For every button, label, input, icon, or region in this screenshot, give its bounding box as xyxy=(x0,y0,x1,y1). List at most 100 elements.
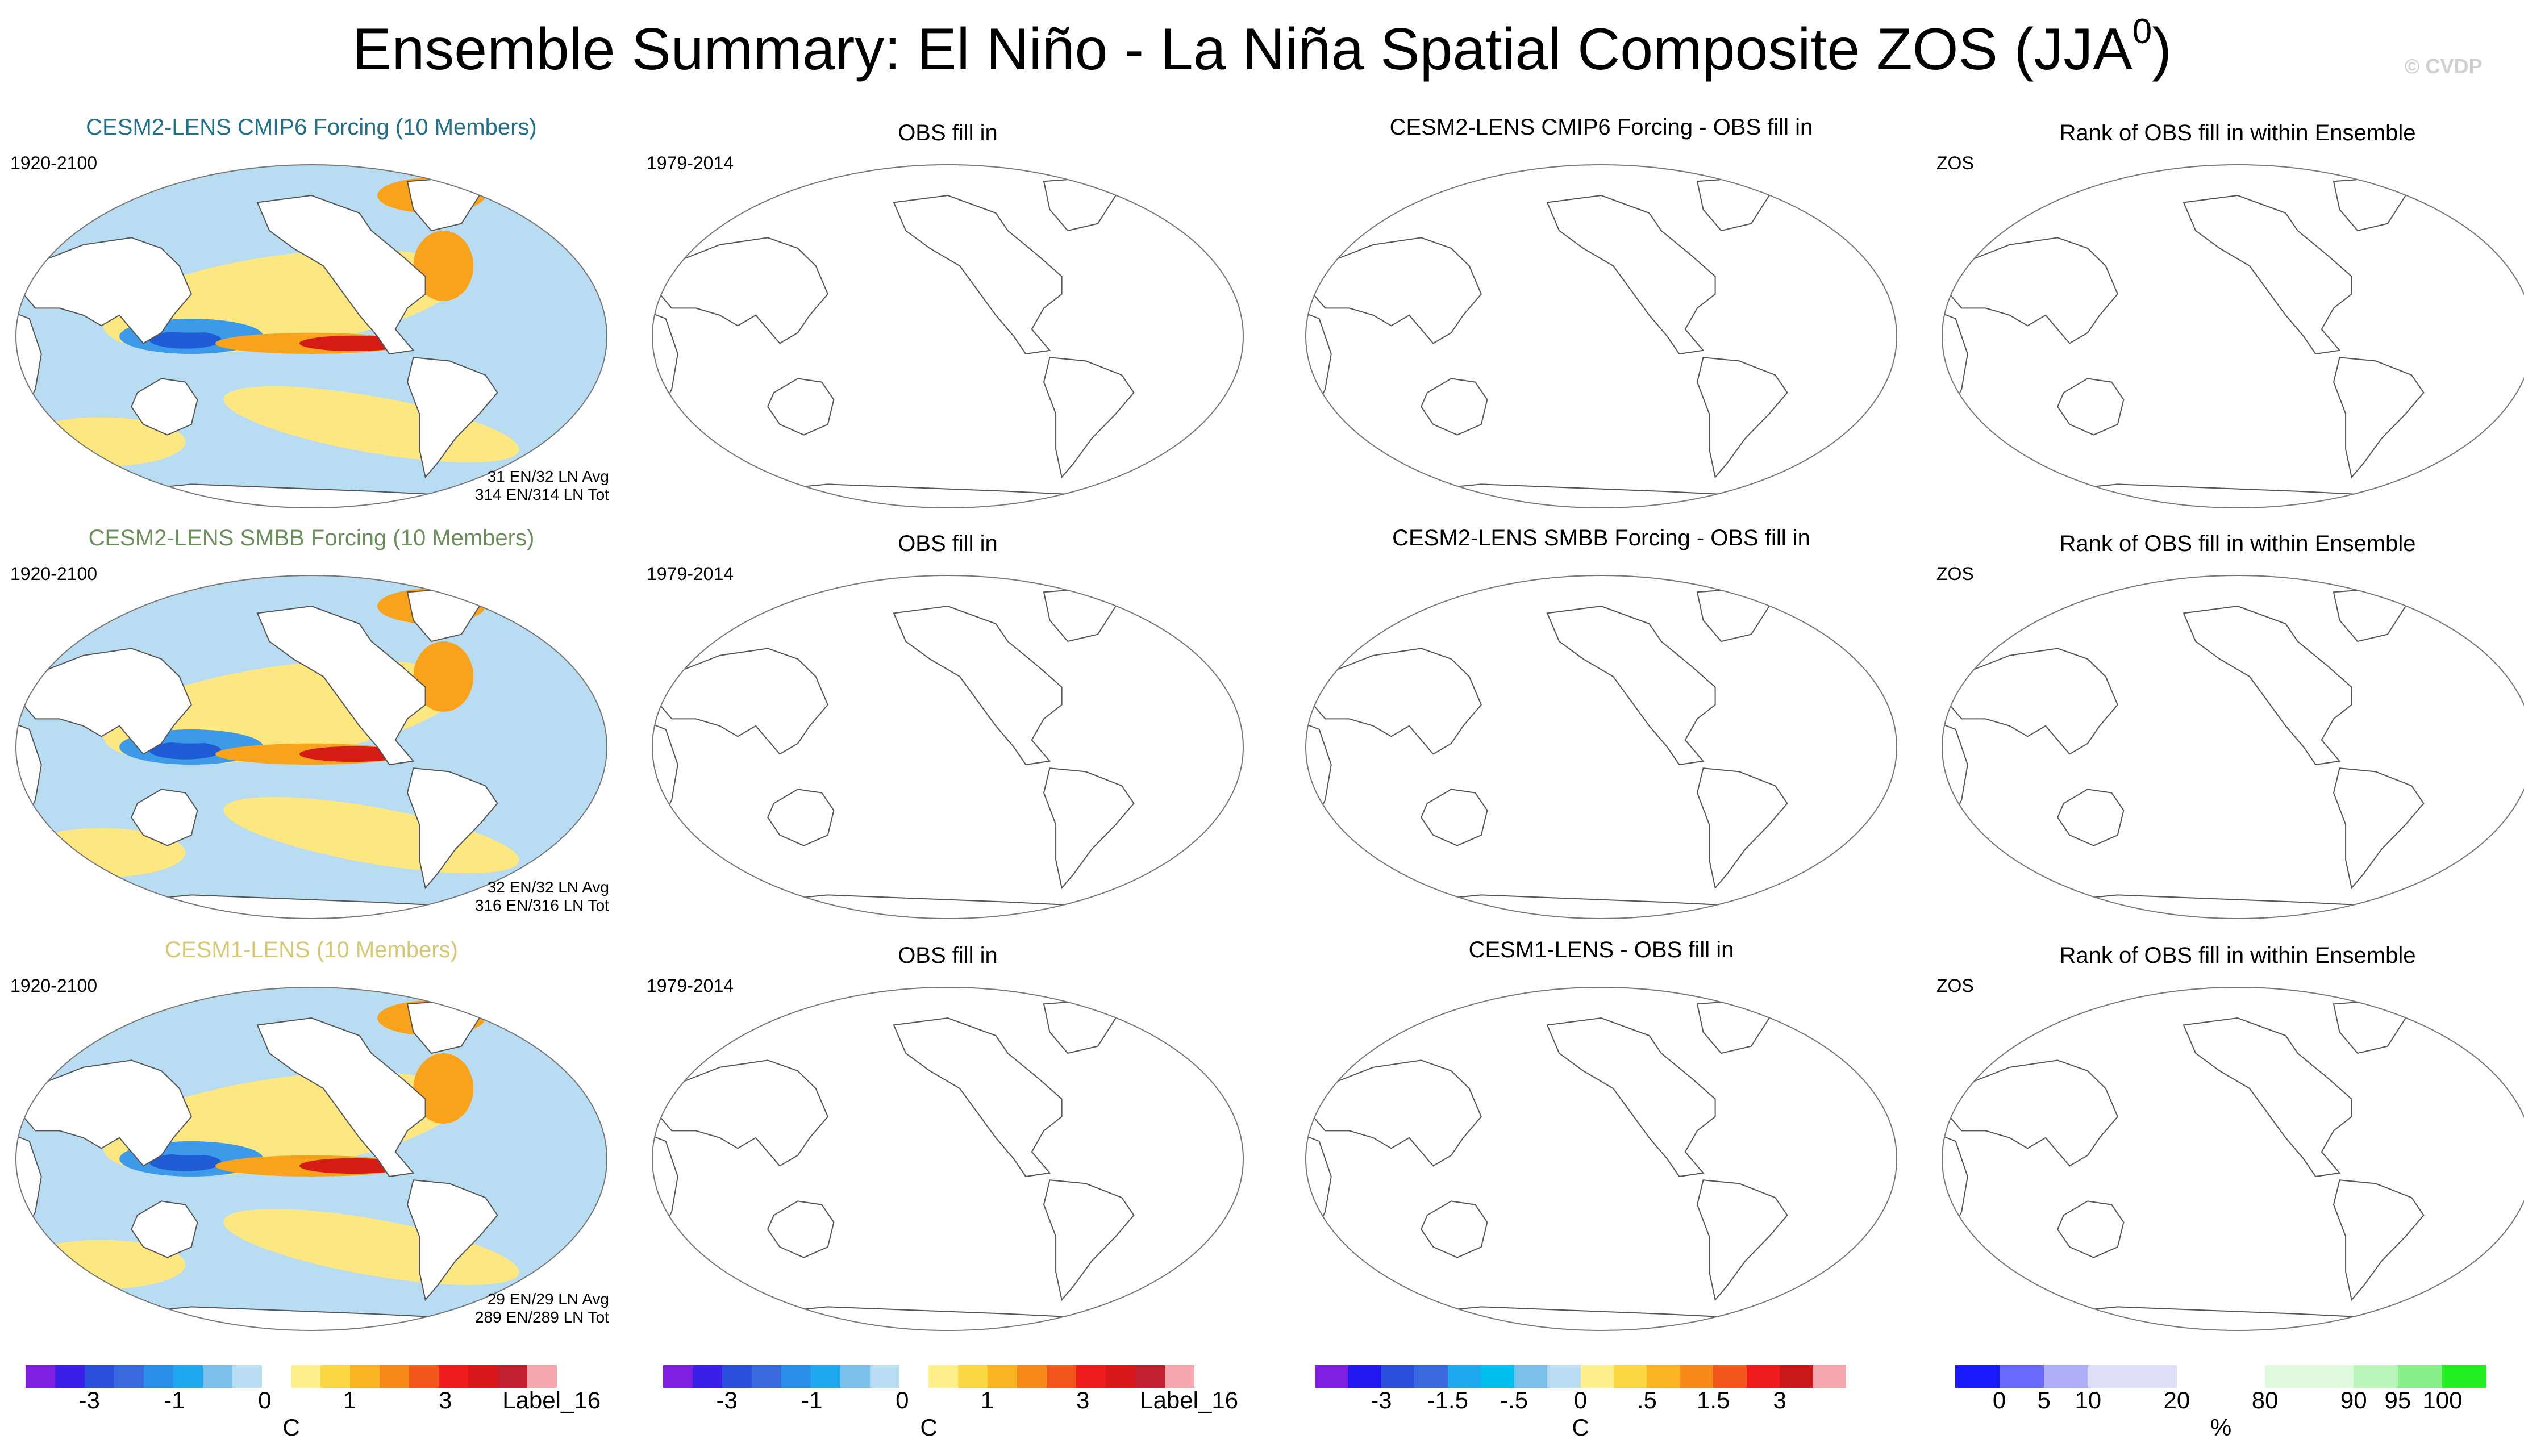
globe-outline xyxy=(652,987,1244,1331)
colorbar-swatch xyxy=(1780,1365,1813,1388)
globe-outline xyxy=(15,575,607,919)
colorbar-swatch xyxy=(840,1365,870,1388)
antarctica-outline xyxy=(2045,894,2370,919)
colorbar-swatch xyxy=(1017,1365,1047,1388)
row3-rank-map xyxy=(1938,983,2524,1335)
colorbar-tick-label: 1 xyxy=(980,1387,994,1413)
row1-obs-title: OBS fill in xyxy=(898,120,998,145)
cvdp-watermark: © CVDP xyxy=(2405,55,2483,78)
colorbar-swatch xyxy=(2398,1365,2443,1388)
globe-outline xyxy=(15,987,607,1331)
colorbar-swatch xyxy=(1999,1365,2044,1388)
antarctica-outline xyxy=(755,483,1080,508)
antarctica-outline xyxy=(755,894,1080,919)
row1-obs-map xyxy=(648,160,1248,512)
colorbar-swatch xyxy=(1447,1365,1481,1388)
australia-outline xyxy=(2057,789,2125,846)
north-america-outline xyxy=(256,194,426,355)
eurasia-outline xyxy=(659,648,828,755)
anomaly-region xyxy=(155,729,228,744)
colorbar-swatch xyxy=(928,1365,959,1388)
obs-colorbar xyxy=(663,1365,1194,1388)
australia-outline xyxy=(767,378,835,436)
south-america-outline xyxy=(1696,767,1788,890)
colorbar-tick-label: 100 xyxy=(2422,1387,2463,1413)
greenland-outline xyxy=(1696,999,1771,1054)
colorbar-swatch xyxy=(2309,1365,2354,1388)
africa-outline xyxy=(1306,311,1332,415)
colorbar-tick-label: 0 xyxy=(1992,1387,2006,1413)
eurasia-outline xyxy=(659,237,828,344)
row1-diff-title: CESM2-LENS CMIP6 Forcing - OBS fill in xyxy=(1389,115,1813,140)
colorbar-tick-label: Label_16 xyxy=(1140,1387,1239,1413)
eurasia-outline xyxy=(23,1059,192,1167)
north-america-outline xyxy=(893,605,1063,766)
anomaly-region xyxy=(155,319,228,333)
south-america-outline xyxy=(406,1179,498,1301)
globe-outline xyxy=(1942,164,2524,508)
colorbar-tick-label: 1.5 xyxy=(1697,1387,1730,1413)
colorbar-swatch xyxy=(84,1365,114,1388)
north-america-outline xyxy=(256,605,426,766)
row1-model-map xyxy=(11,160,611,512)
greenland-outline xyxy=(2333,177,2407,232)
row2-model-title: CESM2-LENS SMBB Forcing (10 Members) xyxy=(88,525,535,550)
colorbar-swatch xyxy=(468,1365,498,1388)
colorbar-tick-label: 3 xyxy=(1076,1387,1090,1413)
colorbar-swatch xyxy=(1414,1365,1448,1388)
row1-obs-years: 1979-2014 xyxy=(647,153,734,173)
antarctica-outline xyxy=(1409,894,1734,919)
colorbar-swatch xyxy=(320,1365,351,1388)
colorbar-tick-label: 80 xyxy=(2251,1387,2279,1413)
colorbar-swatch xyxy=(26,1365,55,1388)
south-america-outline xyxy=(406,767,498,890)
south-america-outline xyxy=(2333,1179,2425,1301)
colorbar-swatch xyxy=(663,1365,693,1388)
row2-model-years: 1920-2100 xyxy=(10,564,98,584)
colorbar-tick-label: 95 xyxy=(2384,1387,2411,1413)
row2-diff-map xyxy=(1301,571,1901,923)
greenland-outline xyxy=(1696,177,1771,232)
figure-title: Ensemble Summary: El Niño - La Niña Spat… xyxy=(352,12,2172,83)
row1-diff-map xyxy=(1301,160,1901,512)
colorbar-tick-label: .5 xyxy=(1636,1387,1657,1413)
colorbar-swatch xyxy=(899,1365,929,1388)
colorbar-swatch xyxy=(781,1365,811,1388)
south-america-outline xyxy=(2333,767,2425,890)
colorbar-swatch xyxy=(1813,1365,1846,1388)
greenland-outline xyxy=(1696,587,1771,643)
colorbar-tick-label: 0 xyxy=(258,1387,272,1413)
antarctica-outline xyxy=(1409,483,1734,508)
north-america-outline xyxy=(256,1017,426,1178)
globe-outline xyxy=(652,164,1244,508)
row2-rank-title: Rank of OBS fill in within Ensemble xyxy=(2059,531,2416,556)
row1-rank-variable: ZOS xyxy=(1936,153,1974,173)
colorbar-swatch xyxy=(55,1365,85,1388)
south-america-outline xyxy=(2333,357,2425,479)
colorbar-swatch xyxy=(439,1365,469,1388)
globe-outline xyxy=(652,575,1244,919)
rank-colorbar xyxy=(1955,1365,2487,1388)
colorbar-swatch xyxy=(350,1365,380,1388)
globe-outline xyxy=(1942,575,2524,919)
south-america-outline xyxy=(1043,767,1135,890)
eurasia-outline xyxy=(1313,648,1482,755)
colorbar-tick-label: -3 xyxy=(1371,1387,1392,1413)
colorbar-tick-label: 20 xyxy=(2163,1387,2190,1413)
colorbar-swatch xyxy=(143,1365,173,1388)
antarctica-outline xyxy=(1409,1306,1734,1330)
greenland-outline xyxy=(2333,999,2407,1054)
colorbar-swatch xyxy=(409,1365,439,1388)
diff-colorbar-ticks: -3 -1.5 -.5 0 .5 1.5 3 xyxy=(1315,1386,1846,1415)
colorbar-swatch xyxy=(173,1365,203,1388)
anomaly-region xyxy=(413,231,474,301)
eurasia-outline xyxy=(23,648,192,755)
colorbar-swatch xyxy=(2088,1365,2133,1388)
colorbar-swatch xyxy=(2442,1365,2487,1388)
colorbar-tick-label: 90 xyxy=(2340,1387,2367,1413)
row3-rank-title: Rank of OBS fill in within Ensemble xyxy=(2059,943,2416,968)
eurasia-outline xyxy=(23,237,192,344)
africa-outline xyxy=(1942,1133,1968,1237)
colorbar-swatch xyxy=(261,1365,291,1388)
row3-diff-title: CESM1-LENS - OBS fill in xyxy=(1468,937,1734,962)
